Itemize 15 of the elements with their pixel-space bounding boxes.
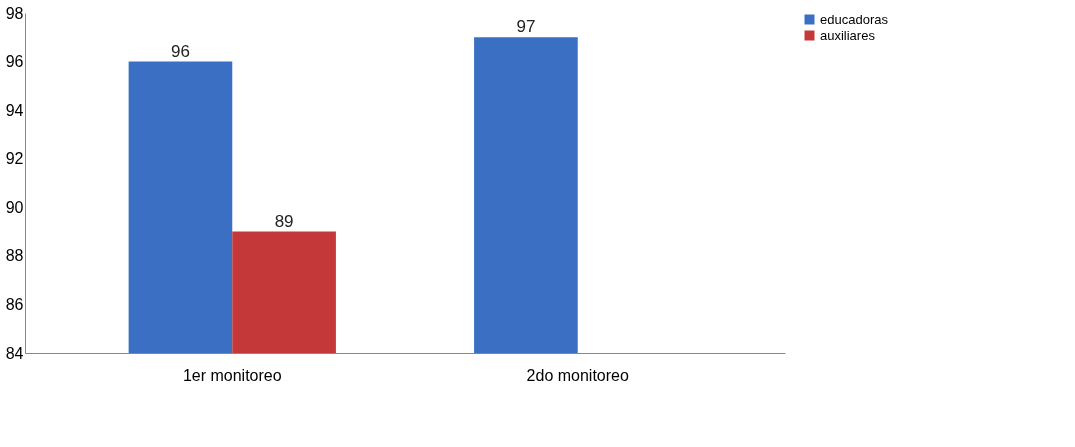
y-tick-label: 90 [5, 198, 24, 216]
data-label: 97 [516, 17, 536, 37]
y-tick-label: 86 [5, 295, 24, 313]
y-tick-label: 94 [5, 101, 24, 119]
data-label: 89 [274, 211, 294, 231]
x-tick-label: 2do monitoreo [526, 366, 629, 384]
data-label: 96 [170, 41, 190, 61]
x-tick-label: 1er monitoreo [182, 366, 282, 384]
y-tick-label: 92 [5, 150, 24, 168]
y-tick-label: 96 [5, 53, 24, 71]
legend-label: educadoras [820, 11, 889, 27]
y-tick-label: 88 [5, 247, 24, 265]
y-tick-label: 84 [5, 344, 24, 362]
y-tick-label: 98 [5, 4, 24, 22]
legend-label: auxiliares [820, 27, 876, 43]
